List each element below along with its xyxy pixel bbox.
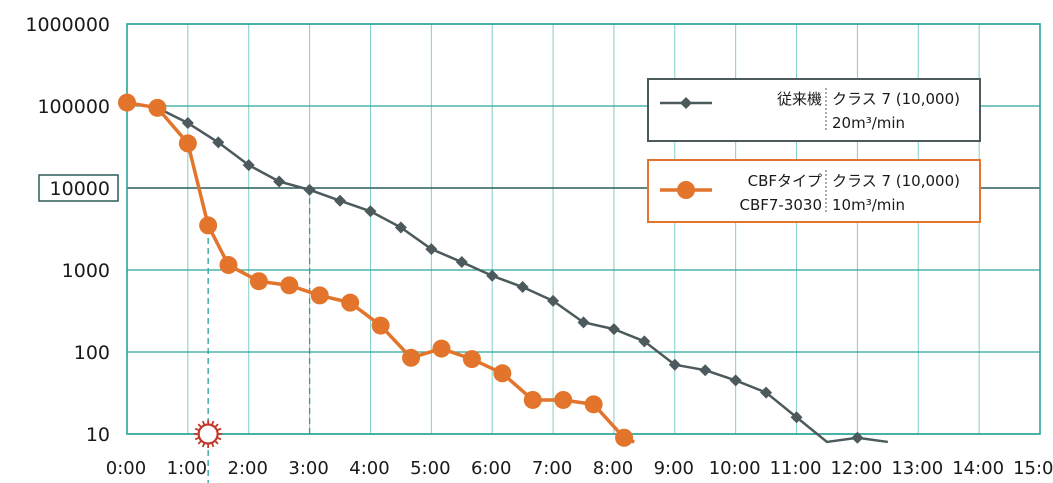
data-point: [273, 175, 286, 188]
data-point: [668, 358, 681, 371]
data-point: [310, 286, 329, 305]
x-tick-label: 13:00: [891, 458, 943, 479]
data-point: [364, 205, 377, 218]
x-axis-ticks: 0:00 1:00 2:00 3:00 4:00 5:00 6:00 7:00 8:00 9:00…: [106, 458, 1053, 479]
y-tick-label: 100: [74, 342, 110, 364]
x-tick-label: 3:00: [288, 458, 328, 479]
data-point: [212, 136, 225, 149]
data-point: [554, 390, 573, 409]
x-tick-label: 1:00: [167, 458, 207, 479]
data-point: [523, 390, 542, 409]
legend-conventional-box: [647, 78, 981, 142]
data-point: [516, 281, 529, 294]
x-tick-label: 11:00: [770, 458, 822, 479]
series-layer: [118, 93, 889, 447]
x-tick-label: 5:00: [410, 458, 450, 479]
legend-conventional: 従来機 クラス 7 (10,000) 20m³/min: [647, 78, 981, 142]
data-point: [547, 294, 560, 307]
series-cbf: [118, 93, 635, 447]
y-tick-label: 1000000: [25, 14, 110, 36]
series-line: [126, 101, 889, 444]
x-tick-label: 8:00: [593, 458, 633, 479]
data-point: [607, 323, 620, 336]
data-point: [341, 293, 360, 312]
data-point: [334, 194, 347, 207]
data-point: [699, 364, 712, 377]
y-tick-label: 100000: [37, 96, 110, 118]
plot-frame: [126, 23, 1041, 435]
x-tick-label: 2:00: [228, 458, 268, 479]
start-time-marker: [194, 420, 223, 483]
data-point: [790, 411, 803, 424]
data-point: [371, 316, 390, 335]
series-conventional: [126, 101, 889, 444]
data-point: [462, 350, 481, 369]
data-point: [219, 256, 238, 275]
data-point: [242, 159, 255, 172]
data-point: [486, 269, 499, 282]
y-tick-label: 1000: [62, 260, 110, 282]
y-tick-label: 10: [86, 424, 110, 446]
data-point: [577, 316, 590, 329]
data-point: [432, 339, 451, 358]
legend-conventional-diamond-icon: [680, 97, 692, 109]
data-point: [584, 395, 603, 414]
data-point: [199, 216, 218, 235]
legend-conventional-name: 従来機: [777, 90, 822, 108]
x-tick-label: 7:00: [532, 458, 572, 479]
data-point: [181, 117, 194, 130]
x-tick-label: 12:00: [830, 458, 882, 479]
start-marker-ring: [197, 423, 219, 445]
data-point: [249, 272, 268, 291]
y-axis-ticks: 1000000 100000 10000 1000 100 10: [25, 14, 110, 446]
legend-cbf-name: CBFタイプ: [748, 172, 822, 190]
data-point: [394, 221, 407, 234]
data-point: [455, 256, 468, 269]
x-tick-label: 9:00: [654, 458, 694, 479]
data-point: [280, 276, 299, 295]
legend-conventional-spec: クラス 7 (10,000): [832, 90, 960, 108]
x-tick-label: 15:00: [1013, 458, 1053, 479]
data-point: [303, 183, 316, 196]
highlighted-tick-box: [38, 174, 119, 202]
legend-cbf-circle-icon: [677, 181, 695, 199]
data-point: [493, 364, 512, 383]
data-point: [148, 98, 167, 117]
data-point: [118, 93, 136, 112]
data-point: [402, 348, 421, 367]
legend-cbf-flow: 10m³/min: [832, 196, 905, 214]
start-marker-rays: [194, 420, 223, 448]
data-point: [729, 374, 742, 387]
x-tick-label: 14:00: [952, 458, 1004, 479]
legend-cbf-spec: クラス 7 (10,000): [832, 172, 960, 190]
data-point: [851, 431, 864, 444]
x-tick-label: 0:00: [106, 458, 146, 479]
x-tick-label: 10:00: [709, 458, 761, 479]
reference-lines: [207, 188, 311, 434]
data-point: [178, 134, 197, 153]
legend-conventional-flow: 20m³/min: [832, 114, 905, 132]
data-point: [425, 243, 438, 256]
data-point: [638, 335, 651, 348]
x-tick-label: 6:00: [471, 458, 511, 479]
data-point: [615, 428, 634, 447]
legend-cbf-model: CBF7-3030: [739, 196, 822, 214]
data-point: [760, 386, 773, 399]
legend-cbf: CBFタイプ CBF7-3030 クラス 7 (10,000) 10m³/min: [647, 159, 981, 223]
y-tick-label: 10000: [50, 178, 110, 200]
x-tick-label: 4:00: [349, 458, 389, 479]
